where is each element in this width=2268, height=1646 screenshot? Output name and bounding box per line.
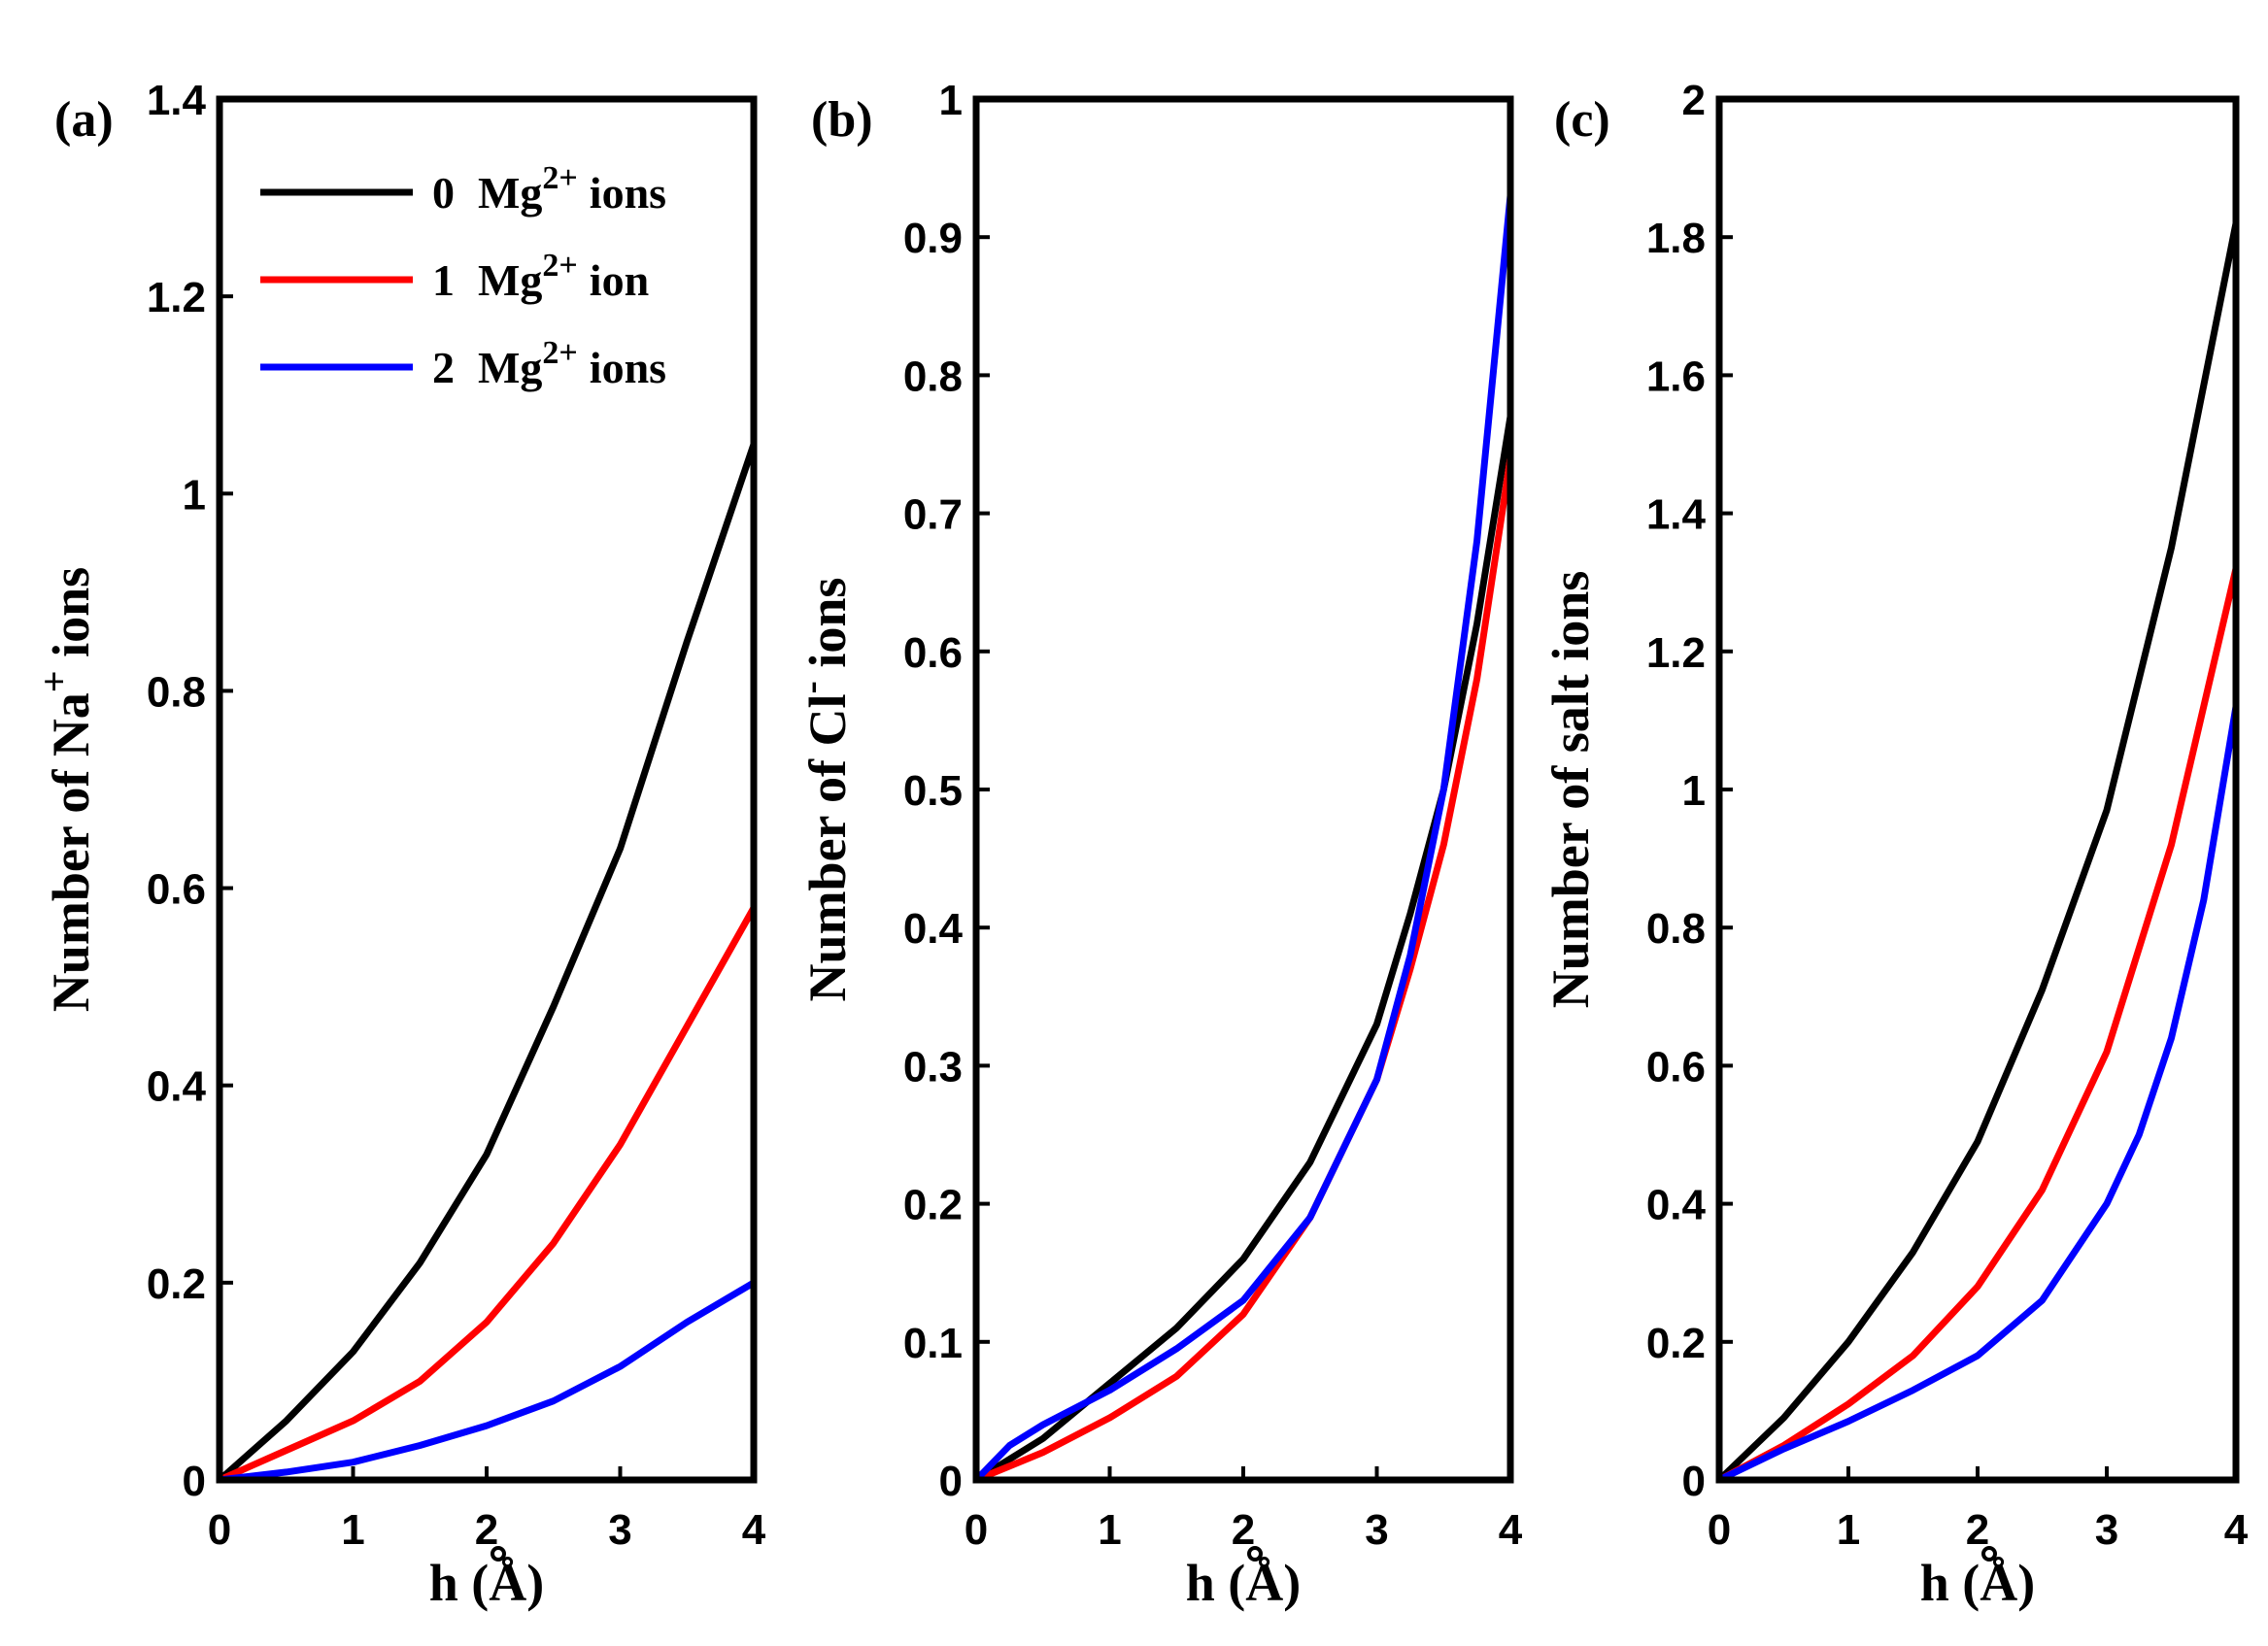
panel-c-x-tick-label: 2 [1966,1506,1989,1554]
panel-b-y-tick-label: 0.7 [903,491,963,539]
panel-c-series-line-1 [1715,565,2240,1484]
panel-b-x-axis-title: h (Å) [1186,1554,1302,1612]
panel-a-y-axis-title-sup: + [32,670,76,692]
panel-a-y-axis-title-main: Number of Na [42,692,100,1012]
panel-a-y-axis-title: Number of Na+ ions [32,567,100,1012]
panel-c-y-tick-label: 0.6 [1646,1043,1706,1091]
panel-c-x-axis-title: h (Å) [1920,1554,2036,1612]
legend-charge: 2+ [542,160,577,196]
legend-charge: 2+ [542,248,577,284]
legend-species: Mg [478,168,542,218]
panel-b-y-tick-label: 1 [939,77,963,124]
panel-c-y-tick-label: 0.8 [1646,905,1706,953]
panel-c-x-tick-label: 1 [1837,1506,1860,1554]
panel-b-y-axis-title-sup: - [789,681,832,693]
panel-b-y-axis-title: Number of Cl- ions [789,578,857,1002]
panel-b-y-axis-title-main: Number of Cl [798,693,857,1001]
panel-b-angstrom-ring-mark [1247,1546,1263,1562]
panel-a-x-tick-label: 2 [475,1506,498,1554]
panel-c-angstrom-ring-mark [1981,1546,1997,1562]
panel-b-label: (b) [811,92,873,148]
panel-a: 0 1 2 3 4 0 0.2 0.4 0.6 0.8 1 1.2 1.4 h (Å) Number of … [32,77,766,1612]
panel-c: 0 1 2 3 400.20.40.60.811.21.41.61.82h (Å)Num… [1541,77,2249,1612]
panel-a-y-tick-label: 0.6 [147,866,206,914]
panel-b: 0 1 2 3 4 0 0.1 0.2 0.3 0.4 0.5 0.6 0.7 0.8 0.9 1 h (Å) N… [789,77,1523,1612]
panel-b-y-tick-label: 0 [939,1458,963,1505]
panel-c-y-tick-label: 1.2 [1646,629,1706,677]
panel-b-y-tick-label: 0.5 [903,767,963,815]
legend-suffix: ions [590,168,666,218]
panel-c-series-line-2 [1715,703,2240,1484]
panel-c-y-tick-label: 1.8 [1646,215,1706,262]
panel-c-axes-frame [1715,95,2240,1484]
panel-c-y-tick-label: 0 [1682,1458,1706,1505]
panel-c-x-tick-label: 0 [1708,1506,1731,1554]
panel-b-y-tick-label: 0.8 [903,353,963,400]
panel-b-x-tick-label: 1 [1098,1506,1121,1554]
legend-species: Mg [478,343,542,392]
legend-suffix: ion [590,255,649,305]
panel-a-series-line-2 [216,1279,758,1484]
panel-a-x-axis-title: h (Å) [429,1554,545,1612]
panel-b-y-tick-label: 0.9 [903,215,963,262]
panel-c-x-tick-label: 3 [2095,1506,2118,1554]
panel-a-y-tick-label: 0.4 [147,1063,207,1111]
panel-b-series-line-2 [972,192,1514,1484]
panel-c-series-line-0 [1715,219,2240,1484]
panel-c-y-tick-label: 2 [1682,77,1706,124]
panel-a-y-tick-label: 1 [183,471,206,519]
panel-a-angstrom-ring-mark [491,1546,506,1562]
legend-entry-1: 1 Mg2+ ion [432,248,649,305]
panel-b-x-tick-label: 0 [965,1506,988,1554]
panel-b-y-tick-label: 0.3 [903,1043,963,1091]
legend-count: 2 [432,343,455,392]
panel-b-x-tick-label: 4 [1499,1506,1523,1554]
legend-suffix: ions [590,343,666,392]
panel-b-series-line-0 [972,413,1514,1484]
panel-a-label: (a) [54,92,114,148]
legend-entry-2: 2 Mg2+ ions [432,335,666,392]
panel-a-axes-frame [216,95,758,1484]
panel-a-y-tick-label: 0.2 [147,1260,206,1308]
panel-b-x-tick-label: 3 [1365,1506,1388,1554]
legend-entry-0: 0 Mg2+ ions [432,160,666,218]
panel-c-x-tick-label: 4 [2224,1506,2249,1554]
panel-b-y-tick-label: 0.6 [903,629,963,677]
panel-c-y-tick-label: 0.2 [1646,1320,1706,1367]
panel-a-y-tick-label: 1.4 [147,77,207,124]
legend-species: Mg [478,255,542,305]
panel-c-y-tick-label: 1.4 [1646,491,1707,539]
legend-count: 0 [432,168,455,218]
panel-a-y-axis-title-tail: ions [42,567,100,671]
panel-a-x-tick-label: 1 [341,1506,364,1554]
panel-a-y-tick-label: 1.2 [147,274,206,321]
panel-a-x-tick-label: 0 [208,1506,231,1554]
panel-b-y-tick-label: 0.2 [903,1182,963,1229]
panel-b-axes-frame [972,95,1514,1484]
panel-c-y-axis-title-main: Number of salt ions [1541,571,1600,1009]
panel-a-y-tick-label: 0 [183,1458,206,1505]
panel-b-y-tick-label: 0.1 [903,1320,963,1367]
panel-b-y-tick-label: 0.4 [903,905,964,953]
panel-b-x-tick-label: 2 [1232,1506,1255,1554]
panel-a-series-line-0 [216,441,758,1484]
panel-b-y-axis-title-tail: ions [798,578,857,682]
panel-b-series-line-1 [972,454,1514,1484]
panel-a-y-tick-label: 0.8 [147,668,206,716]
panel-c-y-tick-label: 0.4 [1646,1182,1707,1229]
legend-charge: 2+ [542,335,577,371]
panel-c-y-tick-label: 1 [1682,767,1706,815]
panel-c-label: (c) [1554,92,1610,148]
legend-count: 1 [432,255,455,305]
panel-c-y-tick-label: 1.6 [1646,353,1706,400]
panel-a-x-tick-label: 4 [742,1506,766,1554]
panel-a-x-tick-label: 3 [608,1506,631,1554]
panel-c-y-axis-title: Number of salt ions [1541,571,1600,1009]
panel-a-series-line-1 [216,904,758,1484]
